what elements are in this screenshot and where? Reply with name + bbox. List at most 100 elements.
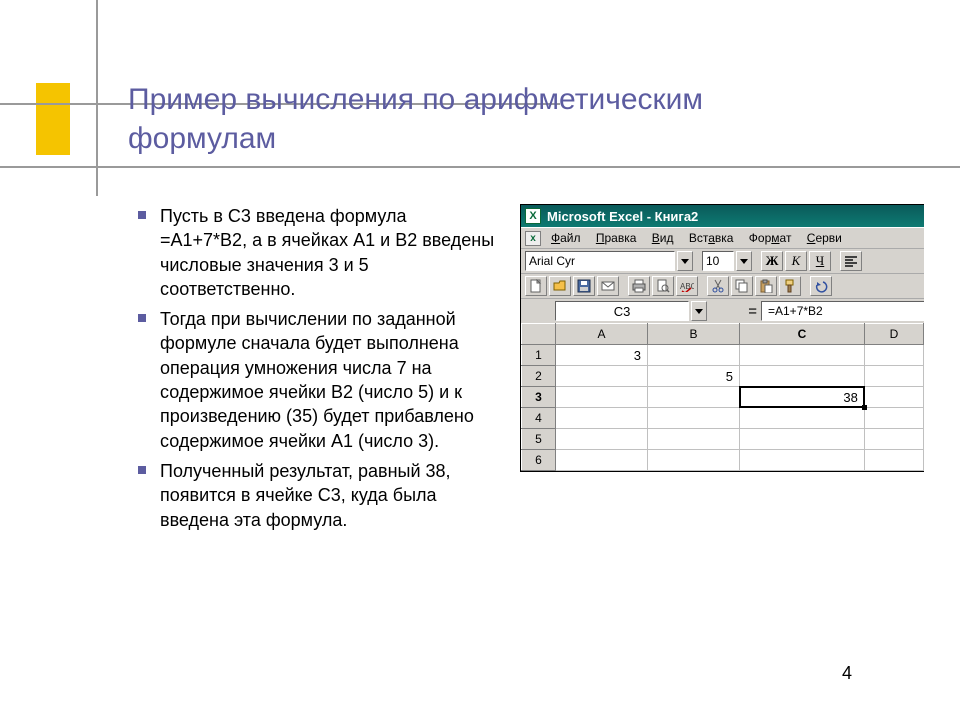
page-number: 4	[842, 663, 852, 684]
col-header-D[interactable]: D	[864, 324, 923, 345]
copy-icon	[735, 279, 749, 293]
row-6: 6	[522, 450, 924, 471]
cell-A5[interactable]	[556, 429, 648, 450]
cut-button[interactable]	[707, 276, 729, 296]
preview-button[interactable]	[652, 276, 674, 296]
font-size-combo[interactable]: 10	[702, 251, 734, 271]
paste-icon	[759, 279, 773, 293]
excel-titlebar: X Microsoft Excel - Книга2	[521, 205, 924, 227]
menu-edit[interactable]: Правка	[590, 231, 643, 245]
font-size-dropdown[interactable]	[736, 251, 752, 271]
underline-button[interactable]: Ч	[809, 251, 831, 271]
row-header-6[interactable]: 6	[522, 450, 556, 471]
cell-A1[interactable]: 3	[556, 345, 648, 366]
cell-D3[interactable]	[864, 387, 923, 408]
menu-format[interactable]: Формат	[743, 231, 798, 245]
cell-C4[interactable]	[740, 408, 865, 429]
open-button[interactable]	[549, 276, 571, 296]
slide-title: Пример вычисления по арифметическим форм…	[128, 80, 788, 158]
excel-menubar: x Файл Правка Вид Вставка Формат Серви	[521, 227, 924, 248]
spell-icon: ABC	[680, 280, 694, 292]
preview-icon	[656, 279, 670, 293]
cell-A2[interactable]	[556, 366, 648, 387]
cell-C1[interactable]	[740, 345, 865, 366]
spell-button[interactable]: ABC	[676, 276, 698, 296]
cell-B2[interactable]: 5	[648, 366, 740, 387]
mail-icon	[601, 279, 615, 293]
worksheet-grid[interactable]: A B C D 1 3 2 5 3	[521, 323, 924, 471]
menu-file[interactable]: Файл	[545, 231, 587, 245]
name-box-dropdown[interactable]	[691, 301, 707, 321]
print-button[interactable]	[628, 276, 650, 296]
cell-C3[interactable]: 38	[740, 387, 865, 408]
bullet-list: Пусть в С3 введена формула =А1+7*В2, а в…	[138, 204, 498, 532]
copy-button[interactable]	[731, 276, 753, 296]
body-text: Пусть в С3 введена формула =А1+7*В2, а в…	[138, 204, 498, 538]
cell-B5[interactable]	[648, 429, 740, 450]
undo-icon	[814, 279, 828, 293]
print-icon	[632, 279, 646, 293]
cell-B3[interactable]	[648, 387, 740, 408]
cell-B6[interactable]	[648, 450, 740, 471]
font-name-dropdown[interactable]	[677, 251, 693, 271]
folder-open-icon	[553, 279, 567, 293]
cell-D5[interactable]	[864, 429, 923, 450]
excel-doc-icon[interactable]: x	[525, 231, 541, 246]
row-header-5[interactable]: 5	[522, 429, 556, 450]
deco-hline-full	[0, 166, 960, 168]
cell-D1[interactable]	[864, 345, 923, 366]
cell-A3[interactable]	[556, 387, 648, 408]
bullet-item: Полученный результат, равный 38, появитс…	[138, 459, 498, 532]
cell-C3-value: 38	[843, 390, 857, 405]
excel-screenshot: X Microsoft Excel - Книга2 x Файл Правка…	[520, 204, 924, 472]
cell-A4[interactable]	[556, 408, 648, 429]
cell-A6[interactable]	[556, 450, 648, 471]
cell-B1[interactable]	[648, 345, 740, 366]
cell-B4[interactable]	[648, 408, 740, 429]
menu-service[interactable]: Серви	[801, 231, 848, 245]
cell-D6[interactable]	[864, 450, 923, 471]
paste-button[interactable]	[755, 276, 777, 296]
cell-D4[interactable]	[864, 408, 923, 429]
cell-C2[interactable]	[740, 366, 865, 387]
format-painter-icon	[783, 279, 797, 293]
row-4: 4	[522, 408, 924, 429]
row-1: 1 3	[522, 345, 924, 366]
row-header-4[interactable]: 4	[522, 408, 556, 429]
undo-button[interactable]	[810, 276, 832, 296]
cell-C5[interactable]	[740, 429, 865, 450]
row-header-1[interactable]: 1	[522, 345, 556, 366]
mail-button[interactable]	[597, 276, 619, 296]
new-button[interactable]	[525, 276, 547, 296]
paint-button[interactable]	[779, 276, 801, 296]
row-header-3[interactable]: 3	[522, 387, 556, 408]
formula-input[interactable]: =A1+7*B2	[761, 301, 924, 321]
chevron-down-icon	[740, 259, 748, 264]
col-header-A[interactable]: A	[556, 324, 648, 345]
excel-title-text: Microsoft Excel - Книга2	[547, 209, 698, 224]
bullet-item: Тогда при вычислении по заданной формуле…	[138, 307, 498, 453]
font-name-combo[interactable]: Arial Cyr	[525, 251, 675, 271]
save-button[interactable]	[573, 276, 595, 296]
row-2: 2 5	[522, 366, 924, 387]
bullet-item: Пусть в С3 введена формула =А1+7*В2, а в…	[138, 204, 498, 301]
menu-insert[interactable]: Вставка	[683, 231, 740, 245]
row-header-2[interactable]: 2	[522, 366, 556, 387]
row-3: 3 38	[522, 387, 924, 408]
name-box[interactable]: C3	[555, 301, 689, 321]
col-header-B[interactable]: B	[648, 324, 740, 345]
equals-icon[interactable]: =	[707, 303, 761, 320]
bold-button[interactable]: Ж	[761, 251, 783, 271]
align-left-button[interactable]	[840, 251, 862, 271]
select-all-corner[interactable]	[522, 324, 556, 345]
cut-icon	[711, 279, 725, 293]
cell-C6[interactable]	[740, 450, 865, 471]
fill-handle[interactable]	[862, 405, 867, 410]
menu-view[interactable]: Вид	[646, 231, 680, 245]
excel-app-icon: X	[525, 208, 541, 224]
italic-button[interactable]: К	[785, 251, 807, 271]
align-left-icon	[845, 256, 857, 267]
col-header-C[interactable]: C	[740, 324, 865, 345]
cell-D2[interactable]	[864, 366, 923, 387]
standard-toolbar: ABC	[521, 273, 924, 298]
